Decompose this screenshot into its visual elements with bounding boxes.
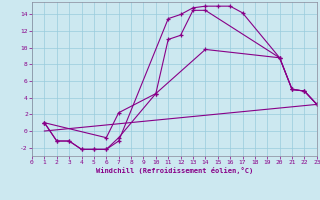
X-axis label: Windchill (Refroidissement éolien,°C): Windchill (Refroidissement éolien,°C) [96,167,253,174]
